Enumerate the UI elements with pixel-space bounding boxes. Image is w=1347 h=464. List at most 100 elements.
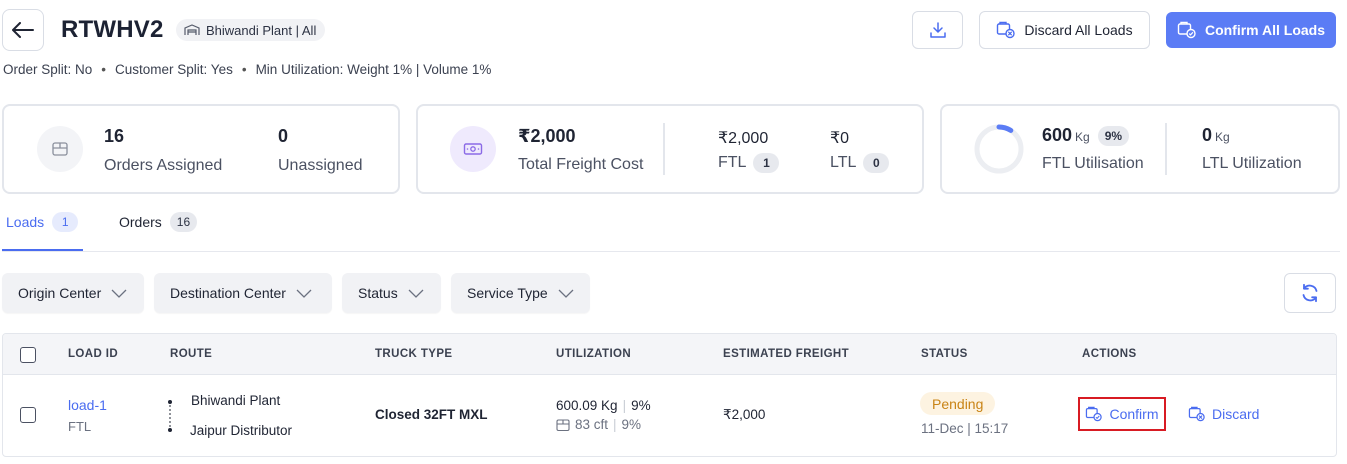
refresh-button[interactable]: [1284, 273, 1336, 313]
divider: [663, 123, 665, 175]
ltl-label: LTL: [830, 154, 857, 171]
column-estimated-freight: ESTIMATED FREIGHT: [723, 348, 850, 360]
confirm-all-loads-label: Confirm All Loads: [1204, 22, 1326, 38]
box-icon: [556, 418, 570, 431]
ltl-freight-value: ₹0: [830, 130, 850, 147]
route-origin: Bhiwandi Plant: [191, 393, 281, 408]
ftl-freight-value: ₹2,000: [718, 130, 769, 147]
box-icon: [52, 142, 68, 156]
discard-all-loads-button[interactable]: Discard All Loads: [979, 11, 1150, 49]
filter-service-type-label: Service Type: [467, 285, 548, 301]
tab-orders-label: Orders: [119, 214, 162, 230]
weight-value: 600.09 Kg: [556, 398, 618, 413]
discard-load-button[interactable]: Discard: [1188, 406, 1259, 422]
weight-utilization: 600.09 Kg | 9%: [556, 398, 651, 413]
estimated-freight: ₹2,000: [723, 407, 766, 422]
column-truck-type: TRUCK TYPE: [375, 348, 453, 360]
filter-origin-center-label: Origin Center: [18, 285, 102, 301]
filter-status-label: Status: [358, 285, 398, 301]
orders-assigned-value: 16: [104, 126, 125, 146]
refresh-icon: [1302, 283, 1318, 303]
tab-loads-count: 1: [52, 212, 79, 232]
orders-summary-card: 16 Orders Assigned 0 Unassigned: [2, 104, 400, 194]
ftl-freight-row: FTL 1: [718, 153, 780, 173]
utilisation-ring: [974, 124, 1024, 174]
confirm-load-label: Confirm: [1109, 406, 1159, 422]
warehouse-icon: [184, 24, 200, 35]
route-line-icon: [168, 400, 172, 432]
load-type: FTL: [68, 419, 92, 434]
status-badge: Pending: [920, 392, 996, 415]
download-button[interactable]: [912, 11, 963, 49]
discard-all-loads-label: Discard All Loads: [1024, 22, 1133, 38]
truck-discard-icon: [997, 21, 1016, 39]
weight-percent: 9%: [631, 398, 651, 413]
arrow-left-icon: [12, 22, 34, 38]
plant-chip-label: Bhiwandi Plant | All: [206, 22, 317, 38]
utilisation-ring-fill: [974, 124, 1024, 174]
tab-loads-label: Loads: [6, 214, 45, 230]
ftl-label: FTL: [718, 154, 747, 171]
download-icon: [929, 22, 946, 38]
volume-value: 83 cft: [575, 417, 609, 432]
table-row: load-1 FTL Bhiwandi Plant Jaipur Distrib…: [3, 375, 1336, 456]
status-timestamp: 11-Dec | 15:17: [921, 421, 1009, 436]
volume-separator: |: [613, 417, 617, 432]
ltl-util-number: 0: [1202, 125, 1213, 145]
loads-table: LOAD ID ROUTE TRUCK TYPE UTILIZATION EST…: [2, 333, 1337, 457]
unassigned-value: 0: [278, 126, 289, 146]
ltl-count-badge: 0: [863, 153, 890, 173]
discard-load-label: Discard: [1212, 406, 1260, 422]
page-title: RTWHV2: [61, 16, 164, 43]
ftl-util-percent-badge: 9%: [1097, 125, 1130, 146]
plant-chip: Bhiwandi Plant | All: [176, 19, 326, 41]
chevron-down-icon: [408, 289, 424, 298]
chevron-down-icon: [296, 289, 312, 298]
active-tab-indicator: [2, 249, 83, 251]
customer-split-text: Customer Split: Yes: [115, 62, 233, 77]
confirm-all-loads-button[interactable]: Confirm All Loads: [1166, 12, 1336, 48]
total-freight-value: ₹2,000: [518, 126, 576, 146]
column-route: ROUTE: [170, 348, 213, 360]
min-utilization-text: Min Utilization: Weight 1% | Volume 1%: [255, 62, 492, 77]
ftl-util-label: FTL Utilisation: [1042, 155, 1144, 172]
tab-orders[interactable]: Orders 16: [119, 212, 198, 232]
column-actions: ACTIONS: [1082, 348, 1137, 360]
filter-destination-center-label: Destination Center: [170, 285, 286, 301]
chevron-down-icon: [558, 289, 574, 298]
load-id-link[interactable]: load-1: [68, 397, 107, 413]
tab-loads[interactable]: Loads 1: [6, 212, 79, 232]
truck-confirm-icon: [1177, 21, 1196, 39]
filter-service-type[interactable]: Service Type: [451, 273, 590, 313]
ftl-util-value: 600 Kg: [1042, 125, 1090, 146]
column-load-id: LOAD ID: [68, 348, 119, 360]
column-utilization: UTILIZATION: [556, 348, 632, 360]
volume-percent: 9%: [621, 417, 642, 432]
cash-icon: [463, 143, 483, 155]
tab-orders-count: 16: [169, 212, 198, 232]
ftl-util-unit: Kg: [1075, 130, 1090, 144]
chevron-down-icon: [111, 289, 127, 298]
cash-icon-wrap: [450, 126, 496, 172]
ltl-util-label: LTL Utilization: [1202, 155, 1302, 172]
box-icon-wrap: [37, 126, 83, 172]
order-split-text: Order Split: No: [3, 62, 93, 77]
total-freight-label: Total Freight Cost: [518, 156, 644, 173]
filter-status[interactable]: Status: [342, 273, 441, 313]
route-destination: Jaipur Distributor: [190, 423, 293, 438]
back-button[interactable]: [2, 9, 44, 51]
filter-origin-center[interactable]: Origin Center: [2, 273, 144, 313]
ltl-freight-row: LTL 0: [830, 153, 890, 173]
ftl-util-row: 600 Kg 9%: [1042, 125, 1130, 146]
truck-type: Closed 32FT MXL: [375, 407, 488, 422]
row-checkbox[interactable]: [20, 407, 36, 423]
truck-discard-icon: [1188, 406, 1205, 422]
filter-destination-center[interactable]: Destination Center: [154, 273, 332, 313]
confirm-load-button[interactable]: Confirm: [1078, 397, 1166, 431]
ftl-count-badge: 1: [753, 153, 780, 173]
orders-assigned-label: Orders Assigned: [104, 157, 223, 174]
select-all-checkbox[interactable]: [20, 347, 36, 363]
utilisation-summary-card: 600 Kg 9% FTL Utilisation 0 Kg LTL Utiliza…: [940, 104, 1340, 194]
settings-summary: Order Split: No • Customer Split: Yes • Min …: [3, 62, 492, 77]
unassigned-label: Unassigned: [278, 157, 363, 174]
